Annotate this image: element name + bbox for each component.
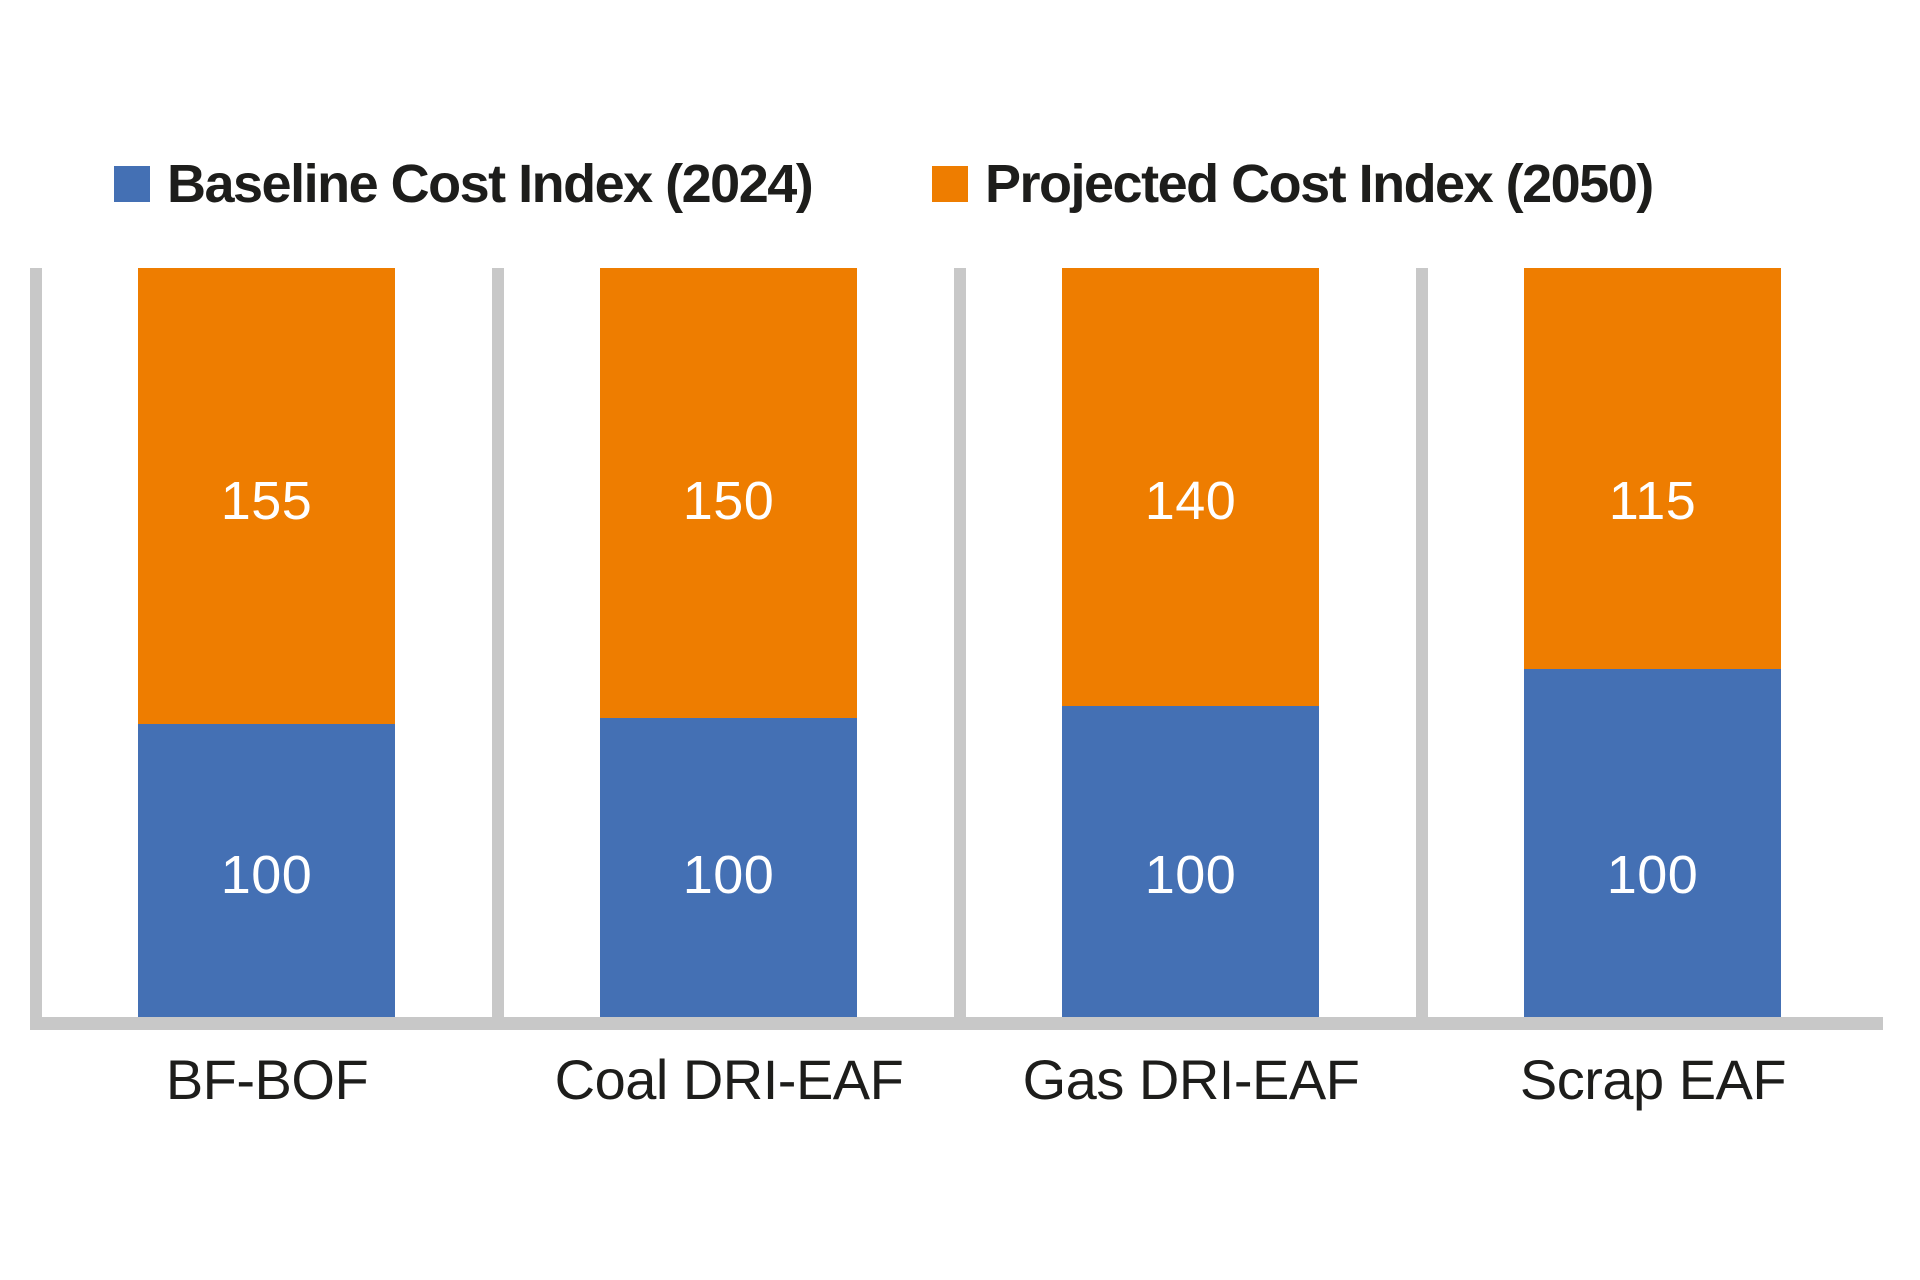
baseline-value-label: 100 (1606, 845, 1699, 905)
projected-value-label: 140 (1144, 471, 1237, 531)
baseline-legend-label: Baseline Cost Index (2024) (167, 154, 814, 214)
legend-item-projected: Projected Cost Index (2050) (932, 148, 1654, 220)
panel-separator (492, 268, 504, 1030)
bar-segment-projected (1524, 268, 1781, 669)
category-label: Scrap EAF (1519, 1048, 1787, 1111)
category-label: BF-BOF (165, 1048, 369, 1111)
legend-item-baseline: Baseline Cost Index (2024) (114, 148, 814, 220)
panel-separator (1416, 268, 1428, 1030)
panel-separator (30, 268, 42, 1030)
bar-segment-baseline (1524, 669, 1781, 1018)
baseline-legend-swatch (114, 166, 150, 202)
projected-legend-label: Projected Cost Index (2050) (985, 154, 1654, 214)
baseline-value-label: 100 (220, 845, 313, 905)
projected-value-label: 155 (220, 471, 313, 531)
baseline-value-label: 100 (682, 845, 775, 905)
stacked-bar: 155 100 (138, 268, 395, 1018)
projected-value-label: 150 (682, 471, 775, 531)
projected-value-label: 115 (1608, 471, 1697, 531)
bar-segment-baseline (600, 718, 857, 1018)
stacked-bar: 150 100 (600, 268, 857, 1018)
category-label: Gas DRI-EAF (1022, 1048, 1360, 1111)
panel-separator (954, 268, 966, 1030)
bar-segment-projected (138, 268, 395, 724)
category-label: Coal DRI-EAF (554, 1048, 904, 1111)
x-axis-line (30, 1017, 1883, 1030)
bar-segment-baseline (138, 724, 395, 1018)
stacked-bar: 140 100 (1062, 268, 1319, 1018)
bar-segment-baseline (1062, 706, 1319, 1018)
projected-legend-swatch (932, 166, 968, 202)
stacked-bar: 115 100 (1524, 268, 1781, 1018)
bar-segment-projected (1062, 268, 1319, 706)
bar-segment-projected (600, 268, 857, 718)
baseline-value-label: 100 (1144, 845, 1237, 905)
